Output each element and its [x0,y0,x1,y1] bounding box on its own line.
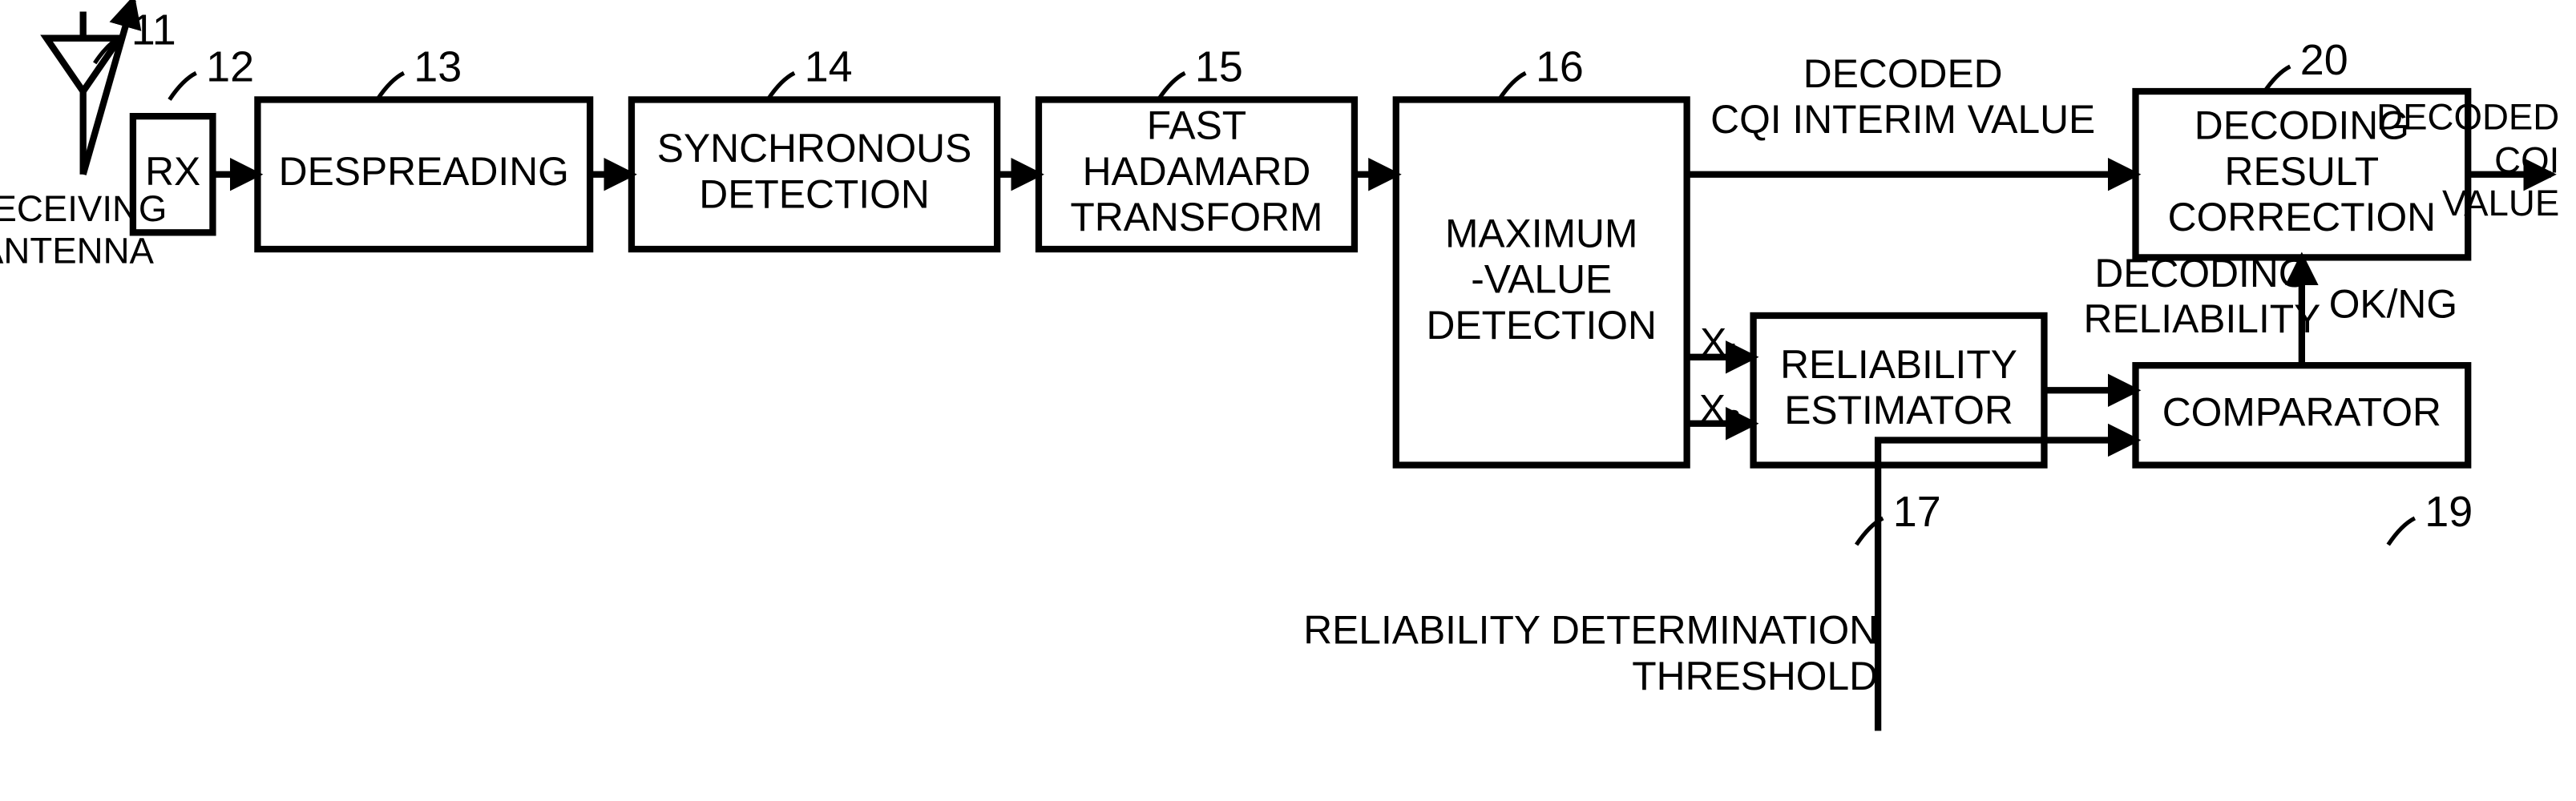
ref-lead [170,73,196,99]
block-diagram: RECEIVINGANTENNA 11 RX 12 DESPREADING 13 SYNCH… [0,0,2576,797]
block-label-decode: RESULT [2225,149,2380,194]
block-label-fht: HADAMARD [1083,149,1311,194]
edge-label-threshold: THRESHOLD [1632,654,1878,698]
edge-label-threshold: RELIABILITY DETERMINATION [1303,608,1878,653]
block-label-decode: CORRECTION [2168,195,2436,239]
edge-label: X₁ [1700,320,1740,364]
block-label-maxval: DETECTION [1426,303,1656,348]
ref-lead [378,73,404,99]
block-label-fht: TRANSFORM [1070,195,1322,239]
edge-label: DECODING [2094,251,2309,296]
block-label-sync: SYNCHRONOUS [657,126,972,171]
ref-lead [1499,73,1525,99]
block-label-despread: DESPREADING [279,149,569,194]
edge-label: RELIABILITY [2084,296,2321,341]
ref-number: 15 [1195,42,1243,91]
ref-number: 19 [2425,488,2473,536]
ref-lead [2388,518,2415,545]
block-label-reliab: ESTIMATOR [1784,388,2013,433]
ref-number: 11 [131,6,176,54]
antenna-label: ANTENNA [0,231,154,272]
block-label-reliab: RELIABILITY [1780,342,2017,387]
ref-number: 12 [206,42,254,91]
antenna-label: RECEIVING [0,188,167,229]
edge-label: DECODED [1803,51,2003,96]
edge-antenna-rx [83,0,133,175]
edge-label-out: VALUE [2442,183,2559,223]
ref-number: 17 [1893,488,1941,536]
ref-lead [1158,73,1185,99]
ref-lead [768,73,794,99]
edge-threshold [1878,440,2135,731]
edge-label-out: DECODED [2376,96,2559,137]
ref-number: 16 [1536,42,1584,91]
ref-number: 13 [414,42,462,91]
edge-label: OK/NG [2329,282,2457,327]
edge-label: X₂ [1699,386,1742,431]
block-label-maxval: MAXIMUM [1445,211,1637,256]
block-label-maxval: -VALUE [1471,257,1612,302]
ref-number: 14 [805,42,853,91]
edge-label: CQI INTERIM VALUE [1710,97,2095,142]
block-label-rx: RX [145,149,200,194]
block-label-fht: FAST [1147,103,1246,148]
ref-number: 20 [2300,36,2348,84]
edge-label-out: CQI [2494,139,2559,180]
block-label-comp: COMPARATOR [2162,390,2441,435]
block-label-sync: DETECTION [699,171,929,216]
